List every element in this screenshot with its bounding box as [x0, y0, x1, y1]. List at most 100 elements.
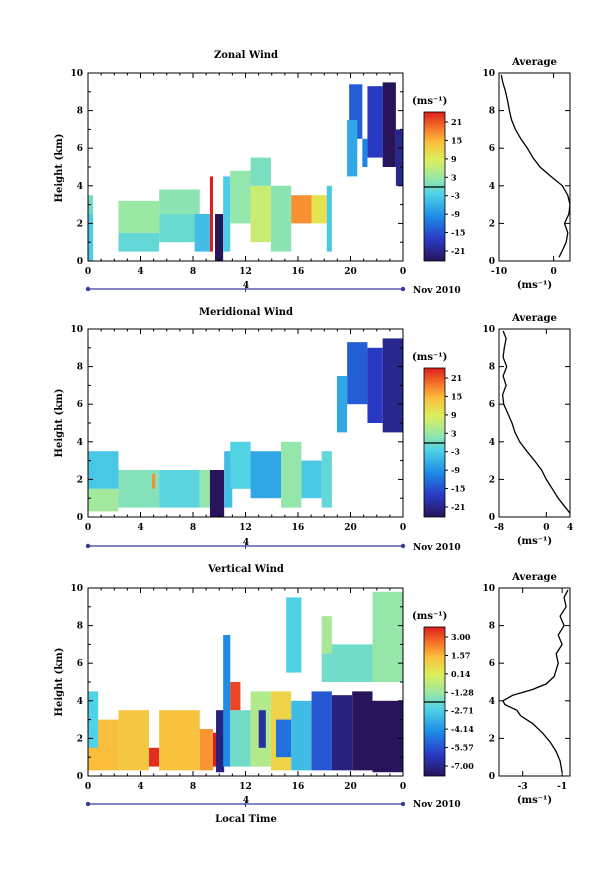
average-y-tick-label: 8 [489, 363, 495, 373]
y-tick-label: 2 [77, 219, 83, 229]
colorbar-tick-label: 21 [451, 373, 462, 383]
heatmap-cell [230, 441, 251, 489]
panel-meridional: Meridional Wind Height (km) 0 2 4 6 8 10 0 4 8 1… [54, 307, 573, 553]
heatmap-cell [230, 710, 251, 767]
colorbar-tick-label: 21 [451, 117, 462, 127]
colorbar-tick-label: -21 [451, 246, 465, 256]
average-x-tick-label: 0 [543, 523, 549, 533]
date-endpoint [400, 543, 406, 549]
x-tick-label: 16 [292, 267, 305, 277]
average-y-tick-label: 0 [489, 772, 495, 782]
colorbar-unit: (ms⁻¹) [412, 96, 447, 107]
average-y-tick-label: 6 [489, 144, 495, 154]
date-endpoint [400, 286, 406, 292]
colorbar-tick-label: -3 [451, 191, 460, 201]
heatmap-cell [270, 185, 292, 252]
y-tick-label: 6 [77, 144, 83, 154]
x-tick-label: 16 [292, 523, 305, 533]
heatmap-cell [362, 138, 368, 167]
average-vertical: Average 0 2 4 6 8 10 -3 -1 (ms⁻¹) [482, 572, 571, 806]
y-tick-label: 8 [77, 107, 83, 117]
heatmap-zonal [88, 82, 403, 261]
x-tick-label: 8 [190, 523, 196, 533]
month-label-meridional: Nov 2010 [413, 543, 461, 553]
average-x-tick-label: -3 [518, 782, 528, 792]
y-tick-label: 6 [77, 400, 83, 410]
average-y-tick-label: 0 [489, 257, 495, 267]
colorbar-tick-label: -21 [451, 502, 465, 512]
y-axis-meridional: 0 2 4 6 8 10 [70, 325, 403, 523]
title-zonal: Zonal Wind [214, 50, 278, 61]
colorbar-tick-label: 1.57 [451, 650, 470, 660]
heatmap-cell [367, 86, 383, 158]
y-tick-label: 0 [77, 513, 83, 523]
heatmap-cell [395, 129, 403, 186]
x-tick-label: 0 [400, 782, 406, 792]
heatmap-cell [347, 120, 358, 177]
x-tick-label: 20 [344, 523, 357, 533]
colorbar-tick-label: -7.00 [451, 761, 474, 771]
colorbar-tick-label: -9 [451, 209, 460, 219]
y-tick-label: 8 [77, 622, 83, 632]
heatmap-cell [159, 214, 200, 243]
title-meridional: Meridional Wind [199, 307, 293, 318]
ylabel-vertical: Height (km) [54, 648, 65, 717]
heatmap-cell [367, 347, 383, 423]
xlabel-vertical: Local Time [215, 814, 277, 825]
y-tick-label: 2 [77, 734, 83, 744]
x-tick-label: 20 [344, 267, 357, 277]
colorbar-tick-label: -15 [451, 484, 465, 494]
heatmap-cell [331, 695, 353, 771]
heatmap-cell [291, 195, 312, 224]
x-tick-label: 4 [137, 267, 143, 277]
heatmap-cell [88, 451, 119, 489]
heatmap-cell [347, 342, 368, 405]
x-axis-zonal: 0 4 8 12 16 20 0 [85, 73, 406, 277]
title-vertical: Vertical Wind [207, 564, 284, 575]
y-tick-label: 0 [77, 257, 83, 267]
ylabel-meridional: Height (km) [54, 389, 65, 458]
heatmap-cell [250, 451, 282, 499]
colorbar-unit: (ms⁻¹) [412, 611, 447, 622]
heatmap-cell [152, 473, 156, 489]
x-tick-label: 4 [137, 523, 143, 533]
month-label-zonal: Nov 2010 [413, 286, 461, 296]
heatmap-cell [118, 710, 149, 771]
y-axis-vertical: 0 2 4 6 8 10 [70, 584, 403, 782]
heatmap-cell [286, 597, 302, 673]
average-y-tick-label: 4 [489, 438, 495, 448]
y-tick-label: 10 [70, 69, 83, 79]
x-tick-label: 0 [400, 523, 406, 533]
heatmap-cell [321, 451, 332, 508]
heatmap-cell [88, 488, 119, 512]
heatmap-cell [159, 470, 200, 508]
heatmap-cell [88, 214, 94, 261]
x-tick-label: 0 [400, 267, 406, 277]
date-endpoint [85, 801, 91, 807]
x-tick-label: 12 [239, 523, 252, 533]
heatmap-cell [194, 214, 210, 252]
average-profile-line [502, 589, 569, 773]
x-tick-label: 8 [190, 782, 196, 792]
y-tick-label: 0 [77, 772, 83, 782]
x-axis-vertical: 0 4 8 12 16 20 0 [85, 588, 406, 792]
heatmap-cell [159, 189, 200, 214]
colorbar-meridional: (ms⁻¹) 21 15 9 3 -3 -9 -15 -21 [412, 352, 465, 518]
average-y-tick-label: 2 [489, 475, 495, 485]
average-xlabel: (ms⁻¹) [517, 280, 552, 291]
heatmap-cell [199, 729, 213, 771]
date-axis-zonal: 4 Nov 2010 [85, 281, 461, 296]
average-frame [498, 328, 571, 518]
heatmap-cell [352, 691, 373, 771]
x-tick-label: 0 [85, 267, 91, 277]
y-tick-label: 4 [77, 438, 83, 448]
date-endpoint [85, 543, 91, 549]
average-profile-line [501, 330, 571, 514]
y-tick-label: 4 [77, 182, 83, 192]
colorbar-tick-label: 3 [451, 172, 457, 182]
colorbar-tick-label: -4.14 [451, 724, 474, 734]
heatmap-cell [230, 682, 241, 711]
colorbar-zonal: (ms⁻¹) 21 15 9 3 -3 -9 -15 -21 [412, 96, 465, 262]
